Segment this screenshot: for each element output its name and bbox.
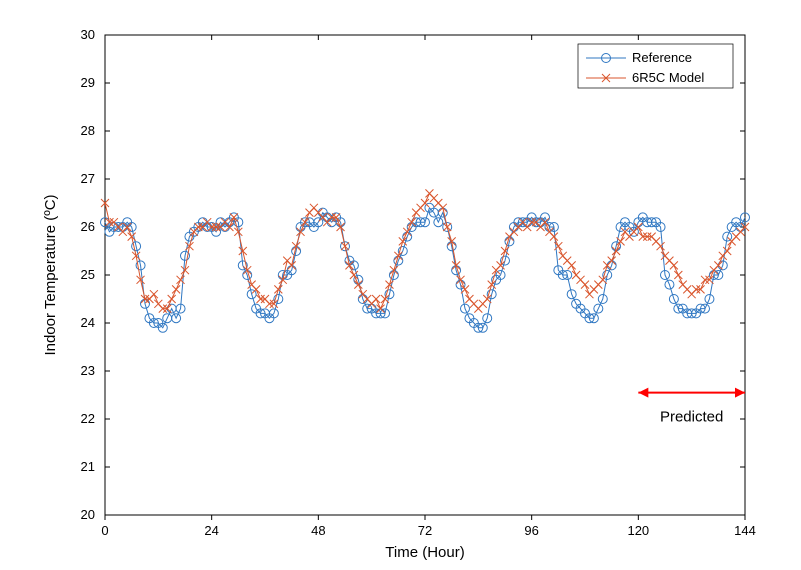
svg-text:0: 0 (101, 523, 108, 538)
svg-text:72: 72 (418, 523, 432, 538)
legend-item-0: Reference (632, 50, 692, 65)
svg-text:144: 144 (734, 523, 756, 538)
svg-text:28: 28 (81, 123, 95, 138)
series-6r5c-model (105, 193, 745, 308)
legend-item-1: 6R5C Model (632, 70, 704, 85)
svg-text:20: 20 (81, 507, 95, 522)
y-axis-label: Indoor Temperature (ºC) (42, 194, 59, 355)
svg-text:120: 120 (627, 523, 649, 538)
predicted-label: Predicted (660, 409, 723, 426)
svg-text:22: 22 (81, 411, 95, 426)
svg-text:26: 26 (81, 219, 95, 234)
svg-text:23: 23 (81, 363, 95, 378)
svg-text:24: 24 (204, 523, 218, 538)
svg-text:96: 96 (524, 523, 538, 538)
temperature-chart: 0 24 48 72 96 120 144 20 21 22 23 24 25 26 27 28 29 30 Tim… (0, 0, 801, 570)
svg-text:27: 27 (81, 171, 95, 186)
svg-text:48: 48 (311, 523, 325, 538)
svg-text:29: 29 (81, 75, 95, 90)
svg-text:24: 24 (81, 315, 95, 330)
svg-text:25: 25 (81, 267, 95, 282)
x-axis-label: Time (Hour) (385, 544, 464, 561)
chart-svg: 0 24 48 72 96 120 144 20 21 22 23 24 25 26 27 28 29 30 Tim… (0, 0, 801, 570)
svg-text:21: 21 (81, 459, 95, 474)
svg-text:30: 30 (81, 27, 95, 42)
